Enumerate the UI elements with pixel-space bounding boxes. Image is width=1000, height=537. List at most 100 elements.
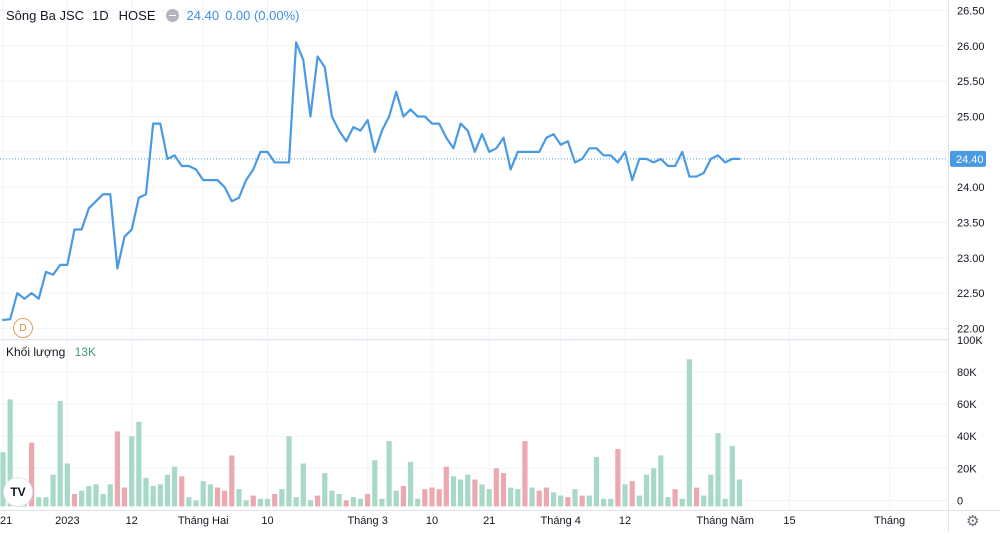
volume-bar [300, 463, 306, 507]
volume-bar [593, 457, 600, 507]
volume-bar [150, 485, 156, 507]
volume-bar [651, 468, 657, 507]
time-tick-label: 2023 [55, 515, 79, 527]
volume-bar [443, 466, 449, 507]
volume-bar [207, 484, 213, 507]
volume-bar [479, 484, 485, 507]
volume-bar [229, 455, 235, 507]
volume-bar [164, 474, 171, 507]
volume-bar [472, 479, 478, 507]
volume-bar [71, 493, 78, 507]
volume-bar [114, 431, 120, 507]
symbol-name[interactable]: Sông Ba JSC [6, 7, 85, 23]
volume-bar [736, 479, 743, 507]
volume-bar [508, 487, 514, 507]
volume-bar [393, 490, 399, 507]
volume-bar [57, 400, 63, 507]
volume-tick-label: 100K [957, 335, 983, 347]
volume-bar [500, 473, 507, 507]
tradingview-logo-icon[interactable]: TV [4, 478, 32, 506]
volume-bar [708, 474, 714, 507]
volume-bar [543, 487, 549, 507]
time-tick-label: Tháng [874, 515, 905, 527]
volume-legend: Khối lượng 13K [6, 345, 96, 359]
volume-bar [672, 489, 678, 507]
volume-bar [558, 495, 564, 507]
price-tick-label: 25.50 [957, 76, 985, 88]
price-line-layer [0, 41, 948, 322]
volume-bar [236, 489, 242, 507]
volume-bar [586, 495, 592, 507]
volume-bar [729, 445, 735, 507]
volume-title: Khối lượng [6, 345, 66, 359]
time-tick-label: 21 [0, 515, 12, 527]
volume-bar [529, 487, 535, 507]
price-tick-label: 23.50 [957, 217, 985, 229]
volume-bar [29, 442, 35, 507]
price-tick-label: 24.00 [957, 182, 985, 194]
volume-bar [550, 492, 557, 507]
volume-tick-label: 0 [957, 495, 963, 507]
price-line [1, 41, 741, 322]
time-tick-label: 10 [426, 515, 438, 527]
volume-bar [272, 493, 278, 507]
volume-bar [365, 493, 371, 507]
volume-bar [465, 474, 471, 507]
price-tick-label: 23.00 [957, 253, 985, 265]
volume-bar [615, 449, 621, 507]
timeframe-label[interactable]: 1D [92, 7, 109, 23]
volume-bar [350, 497, 356, 507]
volume-bar [579, 495, 585, 507]
volume-bar [129, 436, 135, 507]
last-price-label: 24.40 [956, 154, 984, 166]
volume-bar [357, 498, 364, 507]
volume-bar [429, 487, 435, 507]
price-change: 0.00 (0.00%) [225, 7, 300, 23]
time-tick-label: 15 [783, 515, 795, 527]
volume-bar [293, 497, 299, 507]
volume-bar [343, 500, 349, 507]
volume-bar [608, 498, 614, 507]
time-tick-label: 12 [126, 515, 138, 527]
volume-bar [36, 497, 42, 507]
volume-bar [50, 474, 56, 507]
volume-bar [693, 487, 700, 507]
volume-bar [636, 495, 642, 507]
volume-bar [222, 490, 228, 507]
time-tick-label: Tháng 3 [347, 515, 387, 527]
price-tick-label: 22.50 [957, 288, 985, 300]
volume-bar [307, 500, 314, 507]
volume-bar [407, 461, 414, 507]
volume-bar [172, 466, 178, 507]
volume-bar [522, 441, 528, 507]
market-status-icon[interactable] [165, 8, 179, 22]
volume-tick-label: 60K [957, 399, 977, 411]
volume-bar [157, 484, 163, 507]
volume-bar [450, 476, 457, 507]
volume-bar [79, 490, 85, 507]
price-tick-label: 22.00 [957, 323, 985, 335]
volume-bar [179, 476, 185, 507]
volume-bar [415, 498, 421, 507]
time-tick-label: 12 [619, 515, 631, 527]
volume-bar [701, 495, 707, 507]
gear-icon[interactable]: ⚙ [966, 513, 980, 530]
volume-bar [422, 489, 428, 507]
volume-bar [329, 490, 335, 507]
dividend-marker-icon[interactable]: D [13, 318, 33, 338]
volume-bar [322, 473, 328, 507]
time-tick-label: Tháng Năm [696, 515, 753, 527]
volume-bar [386, 441, 392, 507]
volume-bar [601, 498, 607, 507]
volume-bar [643, 474, 650, 507]
volume-bar [665, 497, 671, 507]
volume-bar [493, 468, 499, 507]
volume-bar [0, 452, 6, 507]
price-tick-label: 25.00 [957, 112, 985, 124]
price-tick-label: 26.00 [957, 41, 985, 53]
volume-bar [43, 497, 49, 507]
time-tick-label: Tháng 4 [541, 515, 581, 527]
volume-bar [629, 481, 635, 507]
